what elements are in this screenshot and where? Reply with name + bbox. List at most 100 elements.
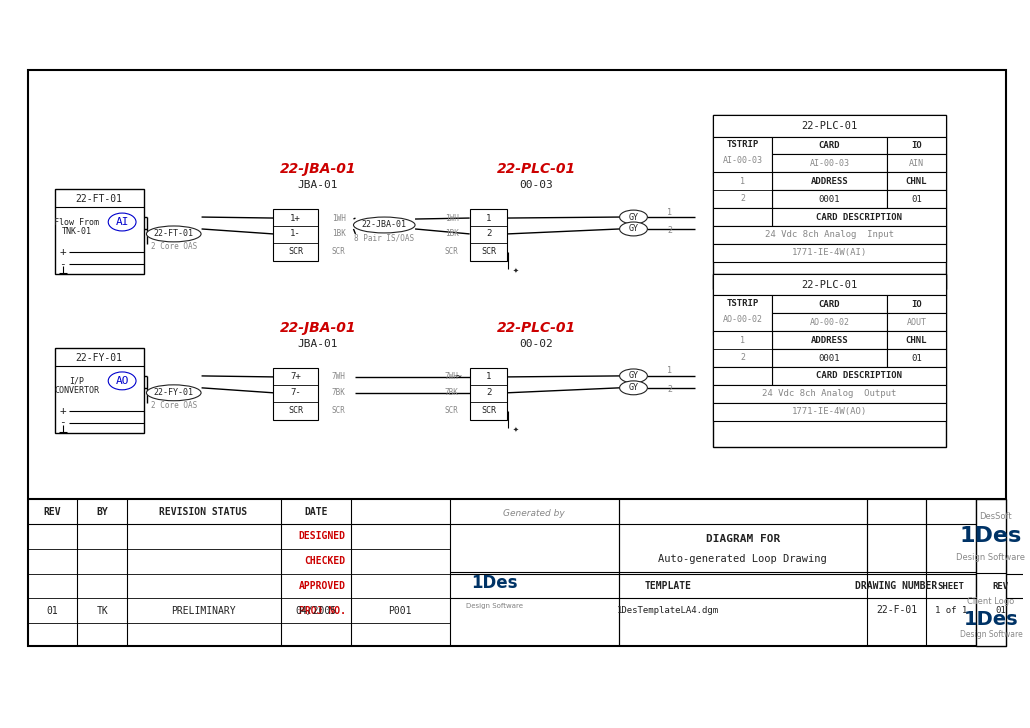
Text: DesSoft: DesSoft	[980, 513, 1012, 521]
Text: CARD: CARD	[819, 300, 840, 309]
Text: TNK-01: TNK-01	[62, 227, 92, 237]
Text: APPROVED: APPROVED	[299, 581, 345, 591]
Bar	[887, 349, 947, 367]
Text: PRELIMINARY: PRELIMINARY	[171, 606, 236, 616]
Text: 22-FT-01: 22-FT-01	[153, 229, 194, 239]
Bar	[55, 348, 144, 432]
Text: ADDRESS: ADDRESS	[811, 336, 849, 344]
Text: IO: IO	[912, 300, 922, 309]
Text: 1BK: 1BK	[445, 229, 458, 239]
Text: SCR: SCR	[288, 248, 303, 256]
Bar	[887, 137, 947, 154]
Text: 0001: 0001	[819, 194, 840, 204]
Text: 7WH: 7WH	[332, 373, 345, 381]
Text: 7-: 7-	[290, 388, 301, 397]
Text: 1WH: 1WH	[445, 213, 458, 223]
Text: 22-F-01: 22-F-01	[877, 605, 917, 615]
Text: 01: 01	[996, 606, 1006, 614]
Bar	[887, 154, 947, 173]
Text: GY: GY	[628, 384, 639, 392]
Text: 1771-IE-4W(AO): 1771-IE-4W(AO)	[792, 407, 867, 416]
Text: SCR: SCR	[481, 248, 496, 256]
Text: 04/2005: 04/2005	[296, 606, 337, 616]
Text: TK: TK	[97, 606, 108, 616]
Bar	[887, 331, 947, 349]
Text: Design Software: Design Software	[957, 553, 1026, 562]
Text: 2 Core OAS: 2 Core OAS	[150, 401, 197, 410]
Text: SCR: SCR	[288, 406, 303, 415]
Text: 1771-IE-4W(AI): 1771-IE-4W(AI)	[792, 248, 867, 257]
Bar	[772, 208, 947, 226]
Text: 7BK: 7BK	[332, 388, 345, 397]
Bar	[713, 226, 947, 244]
Text: 1: 1	[486, 373, 491, 381]
Text: CONVERTOR: CONVERTOR	[54, 387, 99, 395]
Ellipse shape	[620, 222, 648, 236]
Bar	[887, 313, 947, 331]
Text: Design Software: Design Software	[466, 604, 523, 609]
Text: CARD DESCRIPTION: CARD DESCRIPTION	[817, 213, 902, 221]
Text: 2: 2	[486, 388, 491, 397]
Text: 2: 2	[486, 229, 491, 239]
Text: DATE: DATE	[304, 507, 328, 517]
Text: REV: REV	[993, 582, 1009, 591]
Bar	[713, 115, 947, 288]
Bar	[713, 274, 947, 448]
Text: 7BK: 7BK	[445, 388, 458, 397]
Ellipse shape	[353, 217, 415, 233]
Text: 1WH: 1WH	[332, 213, 345, 223]
Text: TSTRIP: TSTRIP	[726, 299, 759, 308]
Text: AO-00-02: AO-00-02	[810, 318, 850, 327]
Text: CARD: CARD	[819, 141, 840, 150]
Text: AO: AO	[115, 376, 129, 386]
Text: ~: ~	[456, 372, 461, 382]
Text: -: -	[59, 418, 66, 427]
Bar	[273, 209, 317, 261]
Bar	[772, 367, 947, 385]
Bar	[713, 173, 772, 208]
Text: 7+: 7+	[290, 373, 301, 381]
Text: AOUT: AOUT	[906, 318, 926, 327]
Text: Auto-generated Loop Drawing: Auto-generated Loop Drawing	[658, 553, 827, 563]
Bar	[772, 137, 887, 154]
Text: TEMPLATE: TEMPLATE	[645, 582, 692, 591]
Bar	[713, 137, 772, 176]
Ellipse shape	[620, 369, 648, 383]
Text: Client Logo: Client Logo	[967, 598, 1015, 606]
Text: REV: REV	[44, 507, 62, 517]
Text: GY: GY	[628, 224, 639, 234]
Text: 2: 2	[741, 352, 746, 362]
Text: JBA-01: JBA-01	[298, 181, 338, 190]
Text: 1DesTemplateLA4.dgm: 1DesTemplateLA4.dgm	[617, 606, 719, 614]
Text: ✦: ✦	[512, 427, 518, 432]
Text: 22-PLC-01: 22-PLC-01	[801, 280, 858, 290]
Text: Generated by: Generated by	[504, 510, 565, 518]
Text: P001: P001	[388, 606, 412, 616]
Bar	[772, 154, 887, 173]
Text: 8 Pair IS/OAS: 8 Pair IS/OAS	[354, 234, 414, 242]
Bar	[713, 115, 947, 137]
Bar	[713, 385, 947, 403]
Text: PROJ NO.: PROJ NO.	[299, 606, 345, 616]
Text: 1-: 1-	[290, 229, 301, 239]
Text: 1Des: 1Des	[960, 526, 1022, 546]
Text: SCR: SCR	[445, 406, 458, 415]
Text: 1 of 1: 1 of 1	[935, 606, 967, 614]
Text: CHNL: CHNL	[905, 336, 927, 344]
Bar	[772, 331, 887, 349]
Ellipse shape	[108, 372, 136, 389]
Text: 2 Core OAS: 2 Core OAS	[150, 242, 197, 251]
Text: AI-00-03: AI-00-03	[723, 156, 762, 165]
Text: AO-00-02: AO-00-02	[723, 314, 762, 324]
Bar	[772, 296, 887, 313]
Bar	[273, 368, 317, 419]
Bar	[713, 244, 947, 262]
Text: JBA-01: JBA-01	[298, 339, 338, 349]
Bar	[28, 70, 1006, 646]
Bar	[713, 274, 947, 296]
Ellipse shape	[620, 381, 648, 395]
Text: 1: 1	[486, 213, 491, 223]
Text: 1: 1	[741, 177, 746, 186]
Ellipse shape	[108, 213, 136, 231]
Bar	[470, 368, 508, 419]
